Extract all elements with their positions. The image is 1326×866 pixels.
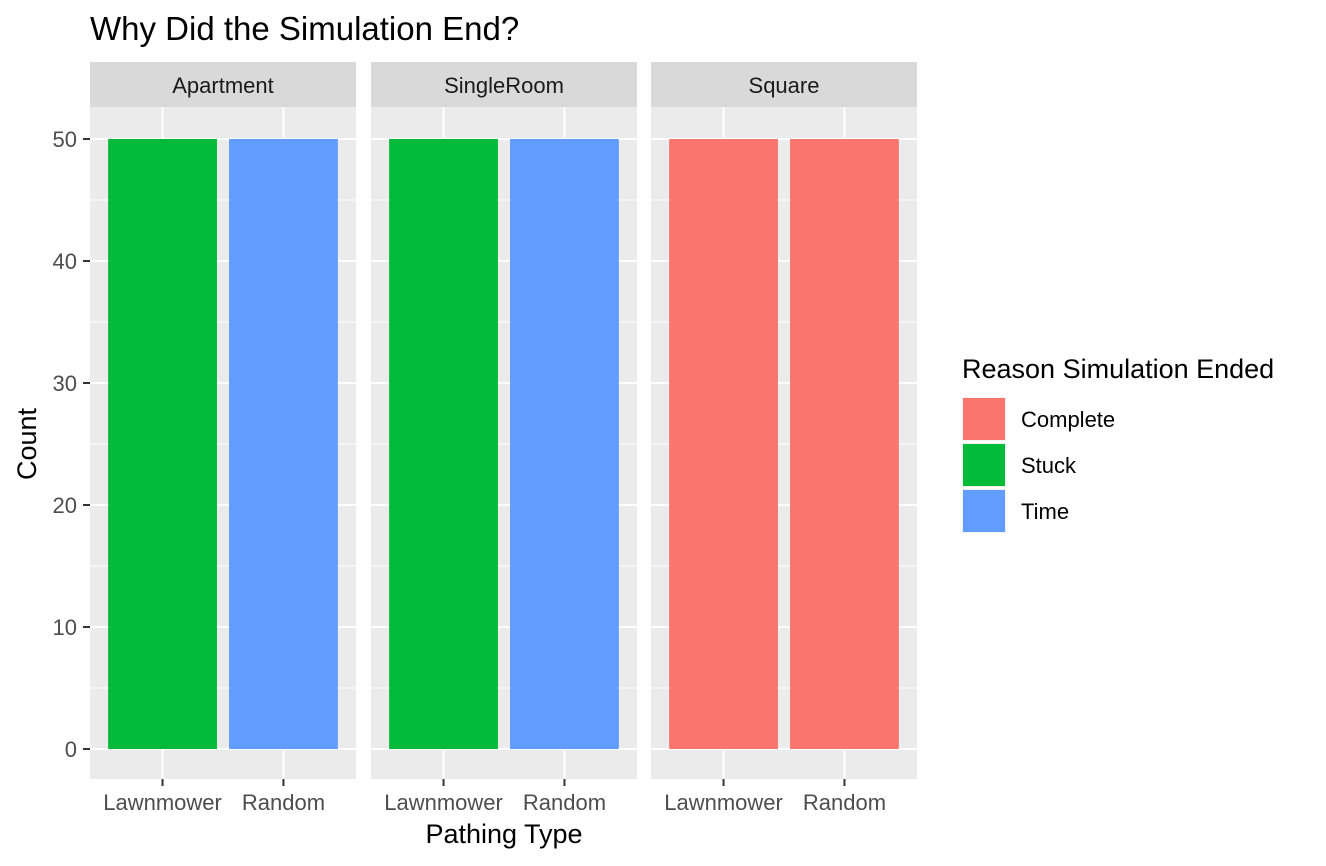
x-tick-label: Lawnmower bbox=[384, 790, 503, 815]
x-axis-title: Pathing Type bbox=[425, 819, 582, 849]
bar-lawnmower-complete bbox=[669, 139, 778, 749]
bar-lawnmower-stuck bbox=[389, 139, 498, 749]
facet-strip bbox=[651, 62, 917, 107]
facet-strip-label: SingleRoom bbox=[444, 73, 564, 98]
legend-swatch bbox=[963, 398, 1005, 440]
legend-item-time: Time bbox=[962, 489, 1069, 533]
legend-items: Complete Stuck Time bbox=[962, 397, 1115, 533]
facet-panel-singleroom: SingleRoom Lawnmower Random bbox=[371, 62, 637, 815]
y-tick-label: 0 bbox=[65, 737, 77, 762]
facet-panels: Apartment Lawnmower Random SingleRoom Lawnmo… bbox=[90, 62, 917, 815]
facet-strip-label: Apartment bbox=[172, 73, 274, 98]
legend-label: Stuck bbox=[1021, 453, 1077, 478]
x-tick-label: Lawnmower bbox=[103, 790, 222, 815]
chart-title: Why Did the Simulation End? bbox=[90, 10, 519, 47]
legend-label: Time bbox=[1021, 499, 1069, 524]
bar-random-time bbox=[510, 139, 619, 749]
y-tick-label: 40 bbox=[53, 249, 77, 274]
y-axis: 0 10 20 30 40 50 bbox=[53, 127, 90, 762]
facet-strip bbox=[371, 62, 637, 107]
y-tick-label: 10 bbox=[53, 615, 77, 640]
bar-random-complete bbox=[790, 139, 899, 749]
facet-strip bbox=[90, 62, 356, 107]
legend-swatch bbox=[963, 444, 1005, 486]
bar-random-time bbox=[229, 139, 338, 749]
legend: Reason Simulation Ended Complete Stuck Tim… bbox=[962, 354, 1274, 533]
facet-panel-apartment: Apartment Lawnmower Random bbox=[90, 62, 356, 815]
facet-strip-label: Square bbox=[749, 73, 820, 98]
x-tick-label: Lawnmower bbox=[664, 790, 783, 815]
legend-item-complete: Complete bbox=[962, 397, 1115, 441]
facet-panel-square: Square Lawnmower Random bbox=[651, 62, 917, 815]
legend-swatch bbox=[963, 490, 1005, 532]
legend-title: Reason Simulation Ended bbox=[962, 354, 1274, 384]
y-axis-title: Count bbox=[12, 407, 42, 480]
bar-lawnmower-stuck bbox=[108, 139, 217, 749]
y-tick-label: 20 bbox=[53, 493, 77, 518]
x-tick-label: Random bbox=[523, 790, 606, 815]
x-tick-label: Random bbox=[803, 790, 886, 815]
legend-label: Complete bbox=[1021, 407, 1115, 432]
y-tick-label: 50 bbox=[53, 127, 77, 152]
x-tick-label: Random bbox=[242, 790, 325, 815]
y-tick-label: 30 bbox=[53, 371, 77, 396]
legend-item-stuck: Stuck bbox=[962, 443, 1077, 487]
